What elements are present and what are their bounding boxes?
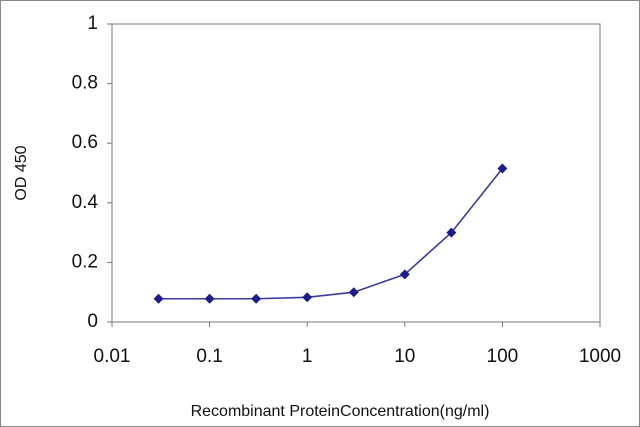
- data-line: [158, 168, 504, 300]
- x-tick-label: 1: [302, 346, 313, 367]
- y-tick-label: 0.8: [72, 73, 98, 94]
- y-axis-label: OD 450: [13, 145, 30, 200]
- plot-area: [111, 23, 601, 323]
- x-tick-label: 10: [394, 346, 415, 367]
- y-tick-label: 0.4: [72, 192, 99, 213]
- y-tick-label: 1: [87, 13, 98, 34]
- y-tick-label: 0.6: [72, 132, 98, 153]
- data-point: [204, 293, 215, 304]
- data-point: [302, 292, 313, 303]
- data-point: [399, 269, 410, 280]
- data-point: [446, 227, 457, 238]
- x-tick-label: 0.01: [94, 346, 131, 367]
- data-point: [348, 287, 359, 298]
- x-tick-label: 0.1: [196, 346, 222, 367]
- data-point: [153, 293, 164, 304]
- y-tick-label: 0.2: [72, 251, 98, 272]
- x-axis-label: Recombinant ProteinConcentration(ng/ml): [191, 403, 490, 420]
- data-point: [251, 293, 262, 304]
- x-tick-label: 100: [487, 346, 519, 367]
- data-point: [497, 163, 508, 174]
- y-tick-label: 0: [87, 311, 98, 332]
- x-tick-label: 1000: [579, 346, 621, 367]
